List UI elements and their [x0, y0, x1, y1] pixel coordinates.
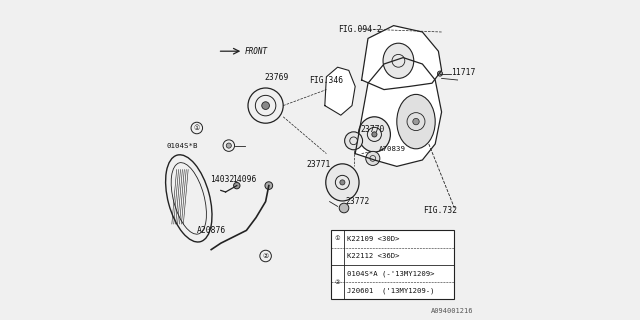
- Circle shape: [372, 132, 377, 137]
- Polygon shape: [325, 67, 355, 115]
- Circle shape: [227, 143, 232, 148]
- Text: ①: ①: [194, 125, 200, 131]
- Ellipse shape: [383, 43, 414, 78]
- Text: A20876: A20876: [196, 226, 226, 235]
- Bar: [332, 230, 454, 299]
- Text: 14096: 14096: [232, 175, 257, 184]
- Text: J20601  ('13MY1209-): J20601 ('13MY1209-): [348, 287, 435, 294]
- Text: ①: ①: [335, 236, 340, 242]
- Text: 0104S*B: 0104S*B: [167, 143, 198, 148]
- Text: K22109 <30D>: K22109 <30D>: [348, 236, 400, 242]
- Text: 23771: 23771: [307, 160, 332, 169]
- Text: A094001216: A094001216: [431, 308, 474, 314]
- Text: FRONT: FRONT: [245, 47, 268, 56]
- Circle shape: [413, 118, 419, 125]
- Text: 23769: 23769: [264, 73, 289, 82]
- Circle shape: [438, 71, 443, 76]
- Circle shape: [265, 182, 273, 189]
- Circle shape: [339, 203, 349, 213]
- Circle shape: [345, 132, 362, 150]
- Circle shape: [366, 151, 380, 165]
- Text: K22112 <36D>: K22112 <36D>: [348, 253, 400, 259]
- Polygon shape: [362, 26, 442, 90]
- Text: FIG.732: FIG.732: [423, 206, 457, 215]
- Circle shape: [340, 180, 345, 185]
- Text: 0104S*A (-'13MY1209>: 0104S*A (-'13MY1209>: [348, 270, 435, 277]
- Text: ②: ②: [335, 279, 340, 284]
- Circle shape: [234, 182, 240, 189]
- Text: FIG.094-2: FIG.094-2: [338, 25, 382, 34]
- Polygon shape: [355, 58, 442, 166]
- Circle shape: [262, 102, 269, 109]
- Ellipse shape: [397, 94, 435, 149]
- Text: FIG.346: FIG.346: [309, 76, 344, 85]
- Text: A70839: A70839: [380, 146, 406, 152]
- Text: ②: ②: [262, 253, 269, 259]
- Ellipse shape: [358, 117, 390, 152]
- Ellipse shape: [326, 164, 359, 201]
- Text: 14032: 14032: [210, 175, 234, 184]
- Text: 23772: 23772: [346, 197, 370, 206]
- Text: 23770: 23770: [360, 125, 385, 134]
- Text: 11717: 11717: [451, 68, 476, 76]
